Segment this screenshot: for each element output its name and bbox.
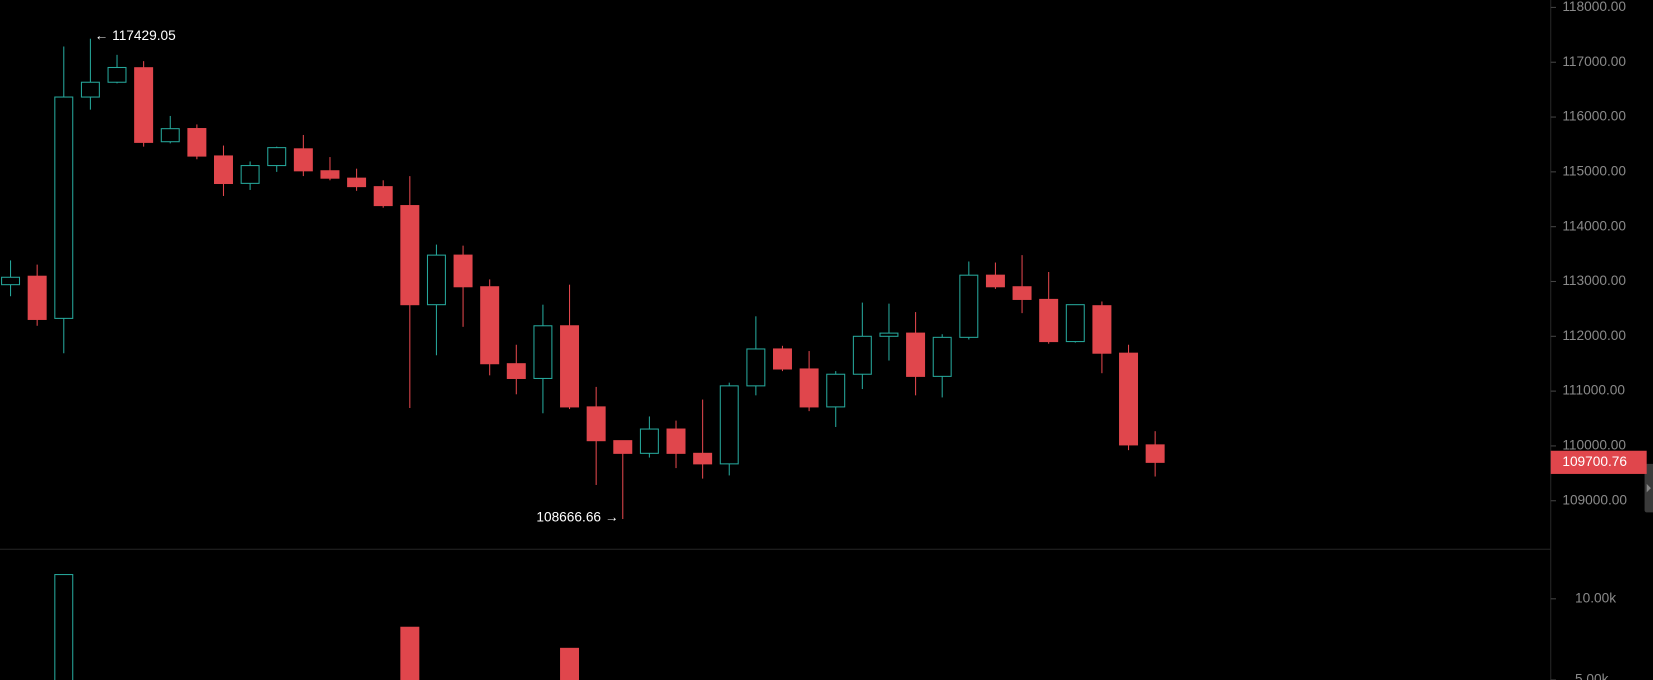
candle-body	[586, 406, 606, 442]
y-tick-label: 118000.00	[1562, 0, 1626, 14]
candle-body	[506, 363, 526, 379]
candle-body	[1145, 444, 1165, 463]
candle-body	[1092, 305, 1112, 354]
candle-body	[799, 368, 819, 408]
last-price-box	[1550, 450, 1647, 474]
candle-body	[373, 186, 393, 207]
y-tick-label: 117000.00	[1562, 54, 1626, 69]
candle-body	[826, 373, 846, 408]
y-tick-label: 111000.00	[1562, 383, 1625, 398]
y-tick-label: 116000.00	[1562, 109, 1626, 124]
candle-body	[906, 332, 926, 377]
volume-bar	[54, 574, 74, 680]
candle-body	[985, 274, 1005, 288]
candle-body	[267, 147, 287, 167]
candle-body	[693, 452, 713, 465]
candle-body	[293, 148, 313, 172]
candle-body	[719, 385, 739, 465]
y-tick-label: 115000.00	[1562, 163, 1626, 178]
candle-body	[187, 128, 207, 157]
candle-body	[772, 348, 792, 370]
candle-body	[560, 325, 580, 408]
handle-arrow	[1646, 483, 1651, 493]
candle-body	[320, 170, 340, 179]
candle-body	[134, 67, 154, 143]
candle-body	[852, 335, 872, 375]
candle-body	[613, 440, 633, 454]
candle-body	[1119, 352, 1139, 446]
candle-body	[240, 165, 260, 184]
y-tick-label: 110000.00	[1562, 438, 1626, 453]
candle-body	[1065, 304, 1085, 343]
volume-tick-label: 5.00k	[1575, 672, 1609, 680]
candle-body	[27, 275, 47, 320]
volume-tick-label: 10.00k	[1575, 590, 1616, 605]
last-price-label: 109700.76	[1562, 454, 1627, 469]
y-tick-label: 112000.00	[1562, 328, 1626, 343]
y-tick-label: 114000.00	[1562, 218, 1626, 233]
y-tick-label: 113000.00	[1562, 273, 1626, 288]
candle-body	[746, 348, 766, 387]
candle-body	[1039, 298, 1059, 343]
candle-body	[533, 325, 553, 379]
candle-body	[480, 286, 500, 365]
candle-body	[80, 81, 100, 98]
candle-body	[54, 96, 74, 319]
candle-body	[347, 177, 367, 188]
candle-body	[107, 66, 127, 83]
volume-bar	[400, 626, 420, 680]
candle-body	[160, 128, 180, 143]
y-tick-label: 109000.00	[1562, 492, 1627, 507]
candle-body	[453, 254, 473, 288]
candle-body	[426, 254, 446, 306]
candle-body	[1, 276, 21, 286]
volume-bar	[560, 647, 580, 680]
candle-body	[932, 336, 952, 377]
high-label: ← 117429.05	[95, 28, 177, 43]
candle-body	[400, 205, 420, 306]
candle-body	[214, 155, 233, 185]
candle-body	[879, 332, 899, 337]
candle-body	[639, 428, 659, 454]
low-label: 108666.66 →	[536, 510, 618, 525]
candle-body	[959, 274, 979, 338]
candle-body	[666, 428, 686, 454]
candle-body	[1012, 286, 1032, 300]
